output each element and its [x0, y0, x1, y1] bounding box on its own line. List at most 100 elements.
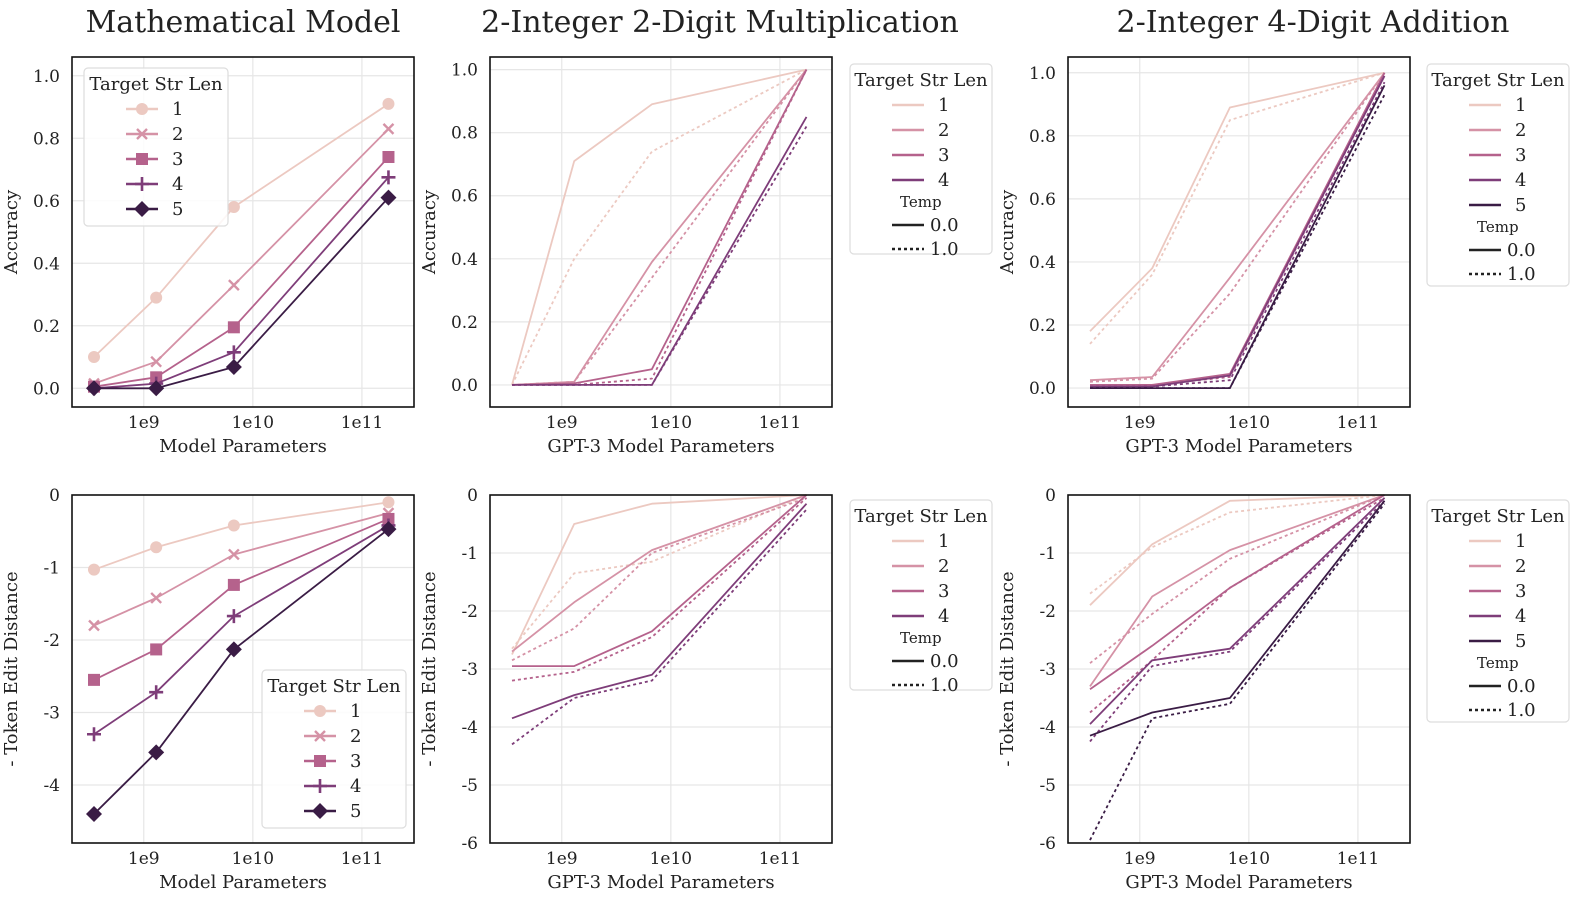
legend-entry-label: 3: [350, 751, 361, 772]
x-tick-label: 1e9: [128, 849, 160, 869]
column-title-2: 2-Integer 2-Digit Multiplication: [481, 5, 959, 40]
legend-entry-label: 4: [1515, 170, 1526, 191]
y-tick-label: 0.2: [33, 317, 60, 337]
axes-frame: [71, 56, 415, 408]
series-line-2-temp-0.0: [511, 494, 807, 653]
legend-entry-label: 2: [172, 124, 183, 145]
data-point-3: [227, 321, 240, 334]
series-line-1-temp-0.0: [511, 494, 807, 655]
legend-box: [849, 499, 993, 691]
legend-box: [83, 67, 229, 227]
series-line-3-temp-1.0: [1089, 497, 1385, 714]
data-point-1: [150, 291, 163, 304]
y-tick-label: 0.0: [451, 376, 478, 396]
data-point-1: [227, 519, 240, 532]
x-tick-label: 1e11: [759, 849, 802, 869]
legend-entry-label: 5: [350, 801, 361, 822]
series-line-4-temp-1.0: [1089, 500, 1386, 743]
x-axis-label: Model Parameters: [159, 872, 327, 893]
series-line-5-temp-1.0: [1089, 503, 1386, 841]
legend-title: Target Str Len: [854, 506, 988, 527]
data-point-1: [87, 563, 100, 576]
y-axis-label: - Token Edit Distance: [419, 571, 440, 766]
data-point-1: [382, 496, 395, 509]
y-tick-label: -3: [461, 660, 478, 680]
series-line-1-temp-1.0: [1089, 494, 1385, 595]
data-point-4: [86, 727, 101, 742]
legend-title: Target Str Len: [267, 676, 401, 697]
y-tick-label: 0.0: [33, 379, 60, 399]
series-line-1-temp-1.0: [511, 68, 807, 386]
series-line-1-temp-0.0: [511, 68, 807, 386]
series-line-2-temp-1.0: [1089, 72, 1386, 383]
series-line-2-temp-1.0: [511, 497, 807, 662]
series-line-3-temp-1.0: [511, 497, 808, 682]
chart-add-ted: 1e9 1e10 1e11 0 -1 -2 -3 -4 -5 -6 GPT-3 Model Para…: [997, 486, 1570, 893]
series-line-4-temp-1.0: [1089, 81, 1386, 389]
series-line-1-temp-1.0: [511, 494, 807, 650]
y-tick-label: -2: [461, 602, 478, 622]
y-tick-label: -1: [43, 559, 60, 579]
y-axis-label: Accuracy: [1, 189, 22, 275]
data-point-2: [150, 355, 163, 368]
series-line-4-temp-0.0: [1089, 497, 1386, 725]
legend-entry-label: 4: [172, 174, 183, 195]
data-point-3: [87, 673, 100, 686]
x-axis-label: GPT-3 Model Parameters: [547, 436, 774, 457]
legend-entry-label: 1: [172, 99, 183, 120]
y-tick-label: 0.8: [1029, 127, 1056, 147]
legend-entry-label: 4: [938, 170, 949, 191]
y-tick-label: 0: [1045, 486, 1056, 506]
y-axis-label: Accuracy: [997, 189, 1018, 275]
data-point-2: [228, 548, 240, 561]
data-point-4: [149, 685, 164, 700]
y-tick-label: 0.8: [451, 124, 478, 144]
y-tick-label: -5: [1039, 776, 1056, 796]
y-tick-label: 0.4: [451, 250, 478, 270]
legend-temp-label: 0.0: [930, 215, 959, 236]
y-tick-label: 0.6: [33, 192, 60, 212]
x-axis-label: GPT-3 Model Parameters: [1125, 436, 1352, 457]
legend-entry-label: 5: [1515, 631, 1526, 652]
legend-title: Target Str Len: [1431, 70, 1565, 91]
legend-box: [1426, 63, 1570, 287]
legend: Target Str Len 1 2 3 4 Temp 0.0 1.0: [849, 63, 993, 260]
legend-entry-label: 1: [1515, 531, 1526, 552]
y-tick-label: 0.2: [451, 313, 478, 333]
legend-temp-title: Temp: [1477, 654, 1519, 672]
y-tick-label: -4: [461, 718, 478, 738]
data-point-5: [380, 189, 397, 206]
y-tick-label: -2: [1039, 602, 1056, 622]
legend-entry-label: 2: [350, 726, 361, 747]
legend-entry-label: 2: [1515, 120, 1526, 141]
axes-frame: [489, 56, 833, 408]
series-line-1-temp-0.0: [1089, 71, 1385, 332]
legend-entry-label: 4: [938, 606, 949, 627]
x-tick-label: 1e10: [232, 413, 275, 433]
y-tick-label: 0.6: [1029, 190, 1056, 210]
y-tick-label: 0.8: [33, 129, 60, 149]
series-line-5-temp-1.0: [1090, 94, 1386, 390]
column-title-1: Mathematical Model: [86, 5, 401, 40]
x-tick-label: 1e10: [1228, 849, 1271, 869]
legend-marker-4: [135, 177, 149, 191]
legend-entry-label: 1: [350, 701, 361, 722]
y-tick-label: 0.0: [1029, 379, 1056, 399]
data-point-5: [225, 359, 242, 375]
x-axis-label: GPT-3 Model Parameters: [547, 872, 774, 893]
data-point-4: [226, 345, 241, 360]
legend-box: [261, 669, 407, 829]
y-tick-label: -4: [1039, 718, 1056, 738]
legend-marker-3: [314, 755, 326, 767]
y-tick-label: -1: [461, 544, 478, 564]
data-point-3: [150, 643, 163, 656]
y-axis-label: Accuracy: [419, 189, 440, 275]
series-line-4: [93, 524, 389, 736]
legend-entry-label: 2: [1515, 556, 1526, 577]
legend-entry-label: 5: [172, 199, 183, 220]
y-tick-label: -2: [43, 631, 60, 651]
x-tick-label: 1e11: [341, 413, 384, 433]
y-tick-label: -4: [43, 776, 60, 796]
y-tick-label: 1.0: [33, 67, 60, 87]
series-line-5-temp-0.0: [1089, 500, 1386, 737]
